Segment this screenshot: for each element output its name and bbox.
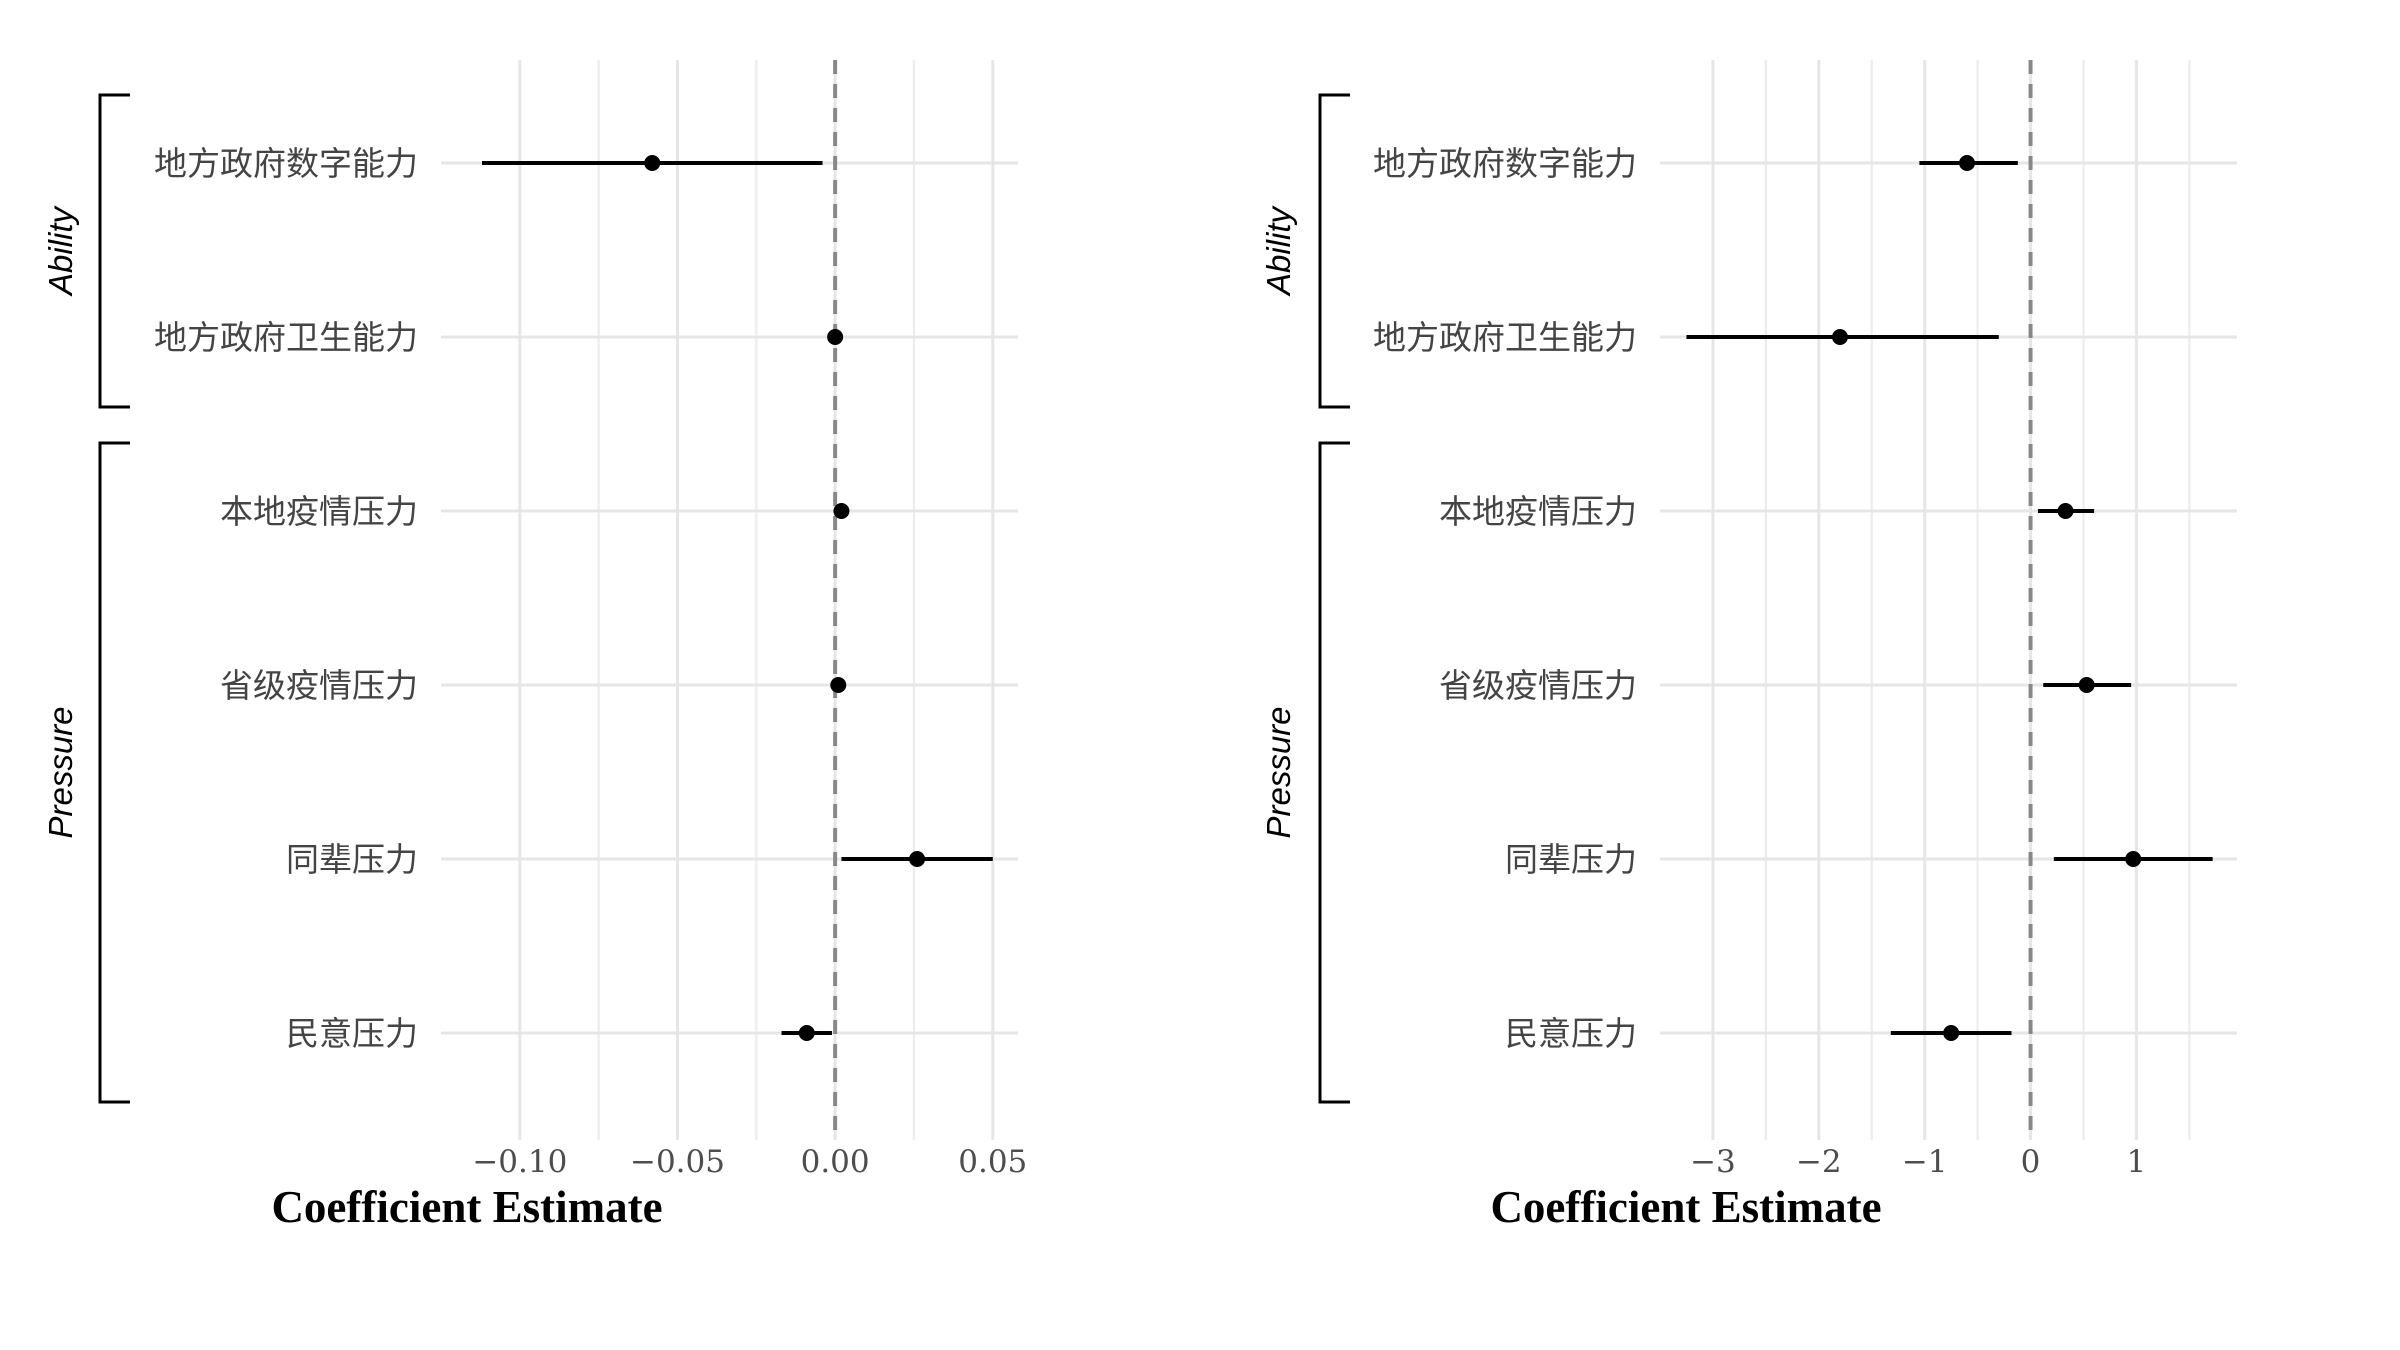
x-tick-label: −2 <box>1796 1144 1842 1180</box>
x-tick-label: −1 <box>1902 1144 1948 1180</box>
group-label: Pressure <box>42 706 79 838</box>
estimate-point <box>827 329 844 345</box>
estimate-point <box>1831 329 1848 345</box>
group-label: Pressure <box>1260 706 1297 838</box>
group-bracket <box>1318 93 1350 409</box>
y-category-label: 地方政府卫生能力 <box>154 318 418 357</box>
x-tick-label: −3 <box>1690 1144 1736 1180</box>
x-tick-label: 1 <box>2127 1144 2147 1180</box>
y-category-label: 地方政府数字能力 <box>1373 144 1637 183</box>
estimate-point <box>644 155 661 171</box>
estimate-point <box>909 851 926 867</box>
x-axis-title: Coefficient Estimate <box>271 1182 662 1232</box>
y-category-label: 省级疫情压力 <box>220 666 418 705</box>
y-category-label: 本地疫情压力 <box>1439 492 1637 531</box>
y-category-label: 本地疫情压力 <box>220 492 418 531</box>
y-category-label: 民意压力 <box>286 1014 418 1053</box>
y-category-label: 地方政府卫生能力 <box>1373 318 1637 357</box>
x-axis-title: Coefficient Estimate <box>1490 1182 1881 1232</box>
x-tick-label: 0.05 <box>958 1144 1027 1180</box>
estimate-point <box>833 503 850 519</box>
estimate-point <box>1943 1025 1960 1041</box>
estimate-point <box>1959 155 1976 171</box>
estimate-point <box>2125 851 2142 867</box>
group-label: Ability <box>42 204 79 297</box>
group-bracket <box>98 93 130 409</box>
y-category-label: 民意压力 <box>1505 1014 1637 1053</box>
x-tick-label: −0.10 <box>472 1144 567 1180</box>
x-tick-label: 0 <box>2021 1144 2041 1180</box>
estimate-point <box>2078 677 2095 693</box>
y-category-label: 同辈压力 <box>1505 840 1637 879</box>
y-category-label: 地方政府数字能力 <box>154 144 418 183</box>
y-category-label: 省级疫情压力 <box>1439 666 1637 705</box>
x-tick-label: −0.05 <box>630 1144 725 1180</box>
y-category-label: 同辈压力 <box>286 840 418 879</box>
group-bracket <box>98 441 130 1104</box>
estimate-point <box>830 677 847 693</box>
estimate-point <box>798 1025 815 1041</box>
x-tick-label: 0.00 <box>801 1144 870 1180</box>
estimate-point <box>2057 503 2074 519</box>
group-bracket <box>1318 441 1350 1104</box>
group-label: Ability <box>1260 204 1297 297</box>
